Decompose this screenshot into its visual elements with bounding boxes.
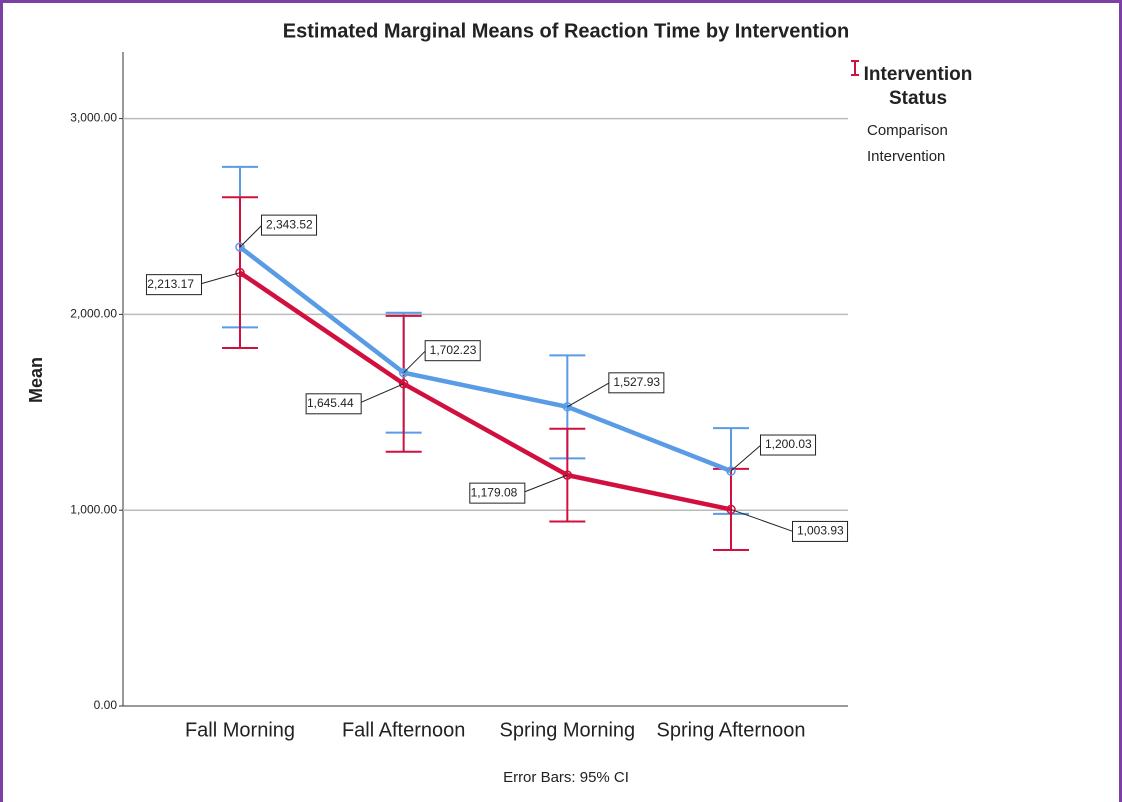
chart-title: Estimated Marginal Means of Reaction Tim…	[283, 20, 849, 42]
data-label: 2,213.17	[145, 272, 241, 296]
label-box	[608, 372, 665, 394]
data-label-text: 1,645.44	[307, 396, 354, 410]
label-box	[145, 274, 202, 296]
data-label: 1,702.23	[403, 340, 481, 374]
label-leader	[521, 474, 568, 494]
legend-item: Intervention	[851, 60, 983, 169]
y-tick-label: 2,000.00	[70, 307, 117, 321]
series-line	[238, 270, 732, 512]
point-marker	[726, 466, 736, 476]
label-box	[305, 393, 362, 415]
label-leader	[730, 508, 794, 532]
label-box	[760, 434, 817, 456]
x-tick-label: Spring Afternoon	[657, 719, 806, 741]
legend-icon	[851, 60, 859, 76]
x-tick-label: Fall Morning	[185, 719, 295, 741]
data-label-text: 1,702.23	[430, 343, 477, 357]
data-label: 1,527.93	[567, 372, 665, 408]
data-label-text: 2,343.52	[266, 217, 313, 231]
point-marker	[562, 470, 573, 480]
series-line	[238, 245, 732, 474]
label-leader	[357, 383, 404, 405]
footnote: Error Bars: 95% CI	[503, 769, 629, 786]
label-box	[469, 482, 526, 504]
data-label-text: 1,003.93	[797, 524, 844, 538]
data-label: 1,200.03	[730, 434, 817, 472]
data-label: 1,645.44	[305, 383, 404, 415]
data-label-text: 2,213.17	[147, 277, 194, 291]
label-leader	[403, 350, 427, 374]
label-leader	[730, 444, 762, 472]
y-axis-label: Mean	[26, 357, 46, 403]
point-marker	[562, 402, 573, 412]
label-box	[261, 214, 318, 236]
legend: Intervention Status Comparison Interventi…	[851, 60, 983, 169]
legend-rows: Comparison Intervention	[851, 60, 983, 169]
label-leader	[567, 382, 610, 408]
point-marker	[235, 267, 245, 278]
label-box	[792, 520, 849, 542]
y-tick-label: 0.00	[94, 698, 118, 712]
y-tick-label: 3,000.00	[70, 111, 117, 125]
data-label: 1,003.93	[730, 508, 849, 542]
label-box	[424, 340, 481, 362]
legend-title: Intervention Status	[863, 64, 973, 109]
x-tick-label: Spring Morning	[500, 719, 636, 741]
legend-label: Intervention	[867, 147, 946, 165]
label-leader	[197, 272, 241, 286]
point-marker	[398, 379, 409, 389]
data-label-text: 1,179.08	[471, 485, 518, 499]
point-marker	[398, 367, 409, 378]
data-label-text: 1,200.03	[765, 437, 812, 451]
legend-item: Comparison	[851, 60, 983, 143]
legend-label: Comparison	[867, 121, 948, 139]
point-marker	[235, 242, 245, 252]
x-tick-label: Fall Afternoon	[342, 719, 465, 741]
point-marker	[726, 504, 736, 515]
label-leader	[239, 224, 263, 248]
data-label-text: 1,527.93	[613, 375, 660, 389]
y-tick-label: 1,000.00	[70, 502, 117, 516]
data-label: 1,179.08	[469, 474, 568, 504]
data-label: 2,343.52	[239, 214, 318, 248]
